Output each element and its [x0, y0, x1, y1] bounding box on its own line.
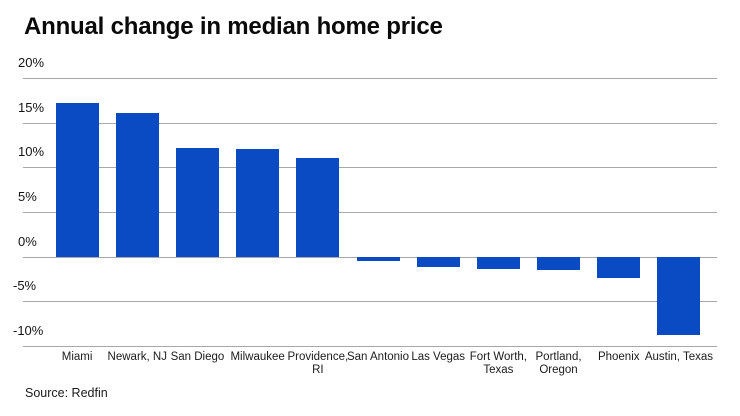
source-note: Source: Redfin	[25, 386, 108, 400]
plot-area	[23, 78, 717, 347]
x-tick-label-providence-ri: Providence, RI	[287, 351, 349, 377]
bar-miami	[55, 103, 99, 257]
x-tick-label-phoenix: Phoenix	[597, 351, 640, 363]
gridline-5	[23, 212, 717, 213]
chart-title: Annual change in median home price	[24, 13, 443, 40]
bar-phoenix	[597, 256, 641, 279]
y-tick-label-15: 15%	[18, 99, 45, 115]
bar-austin-texas	[657, 256, 701, 336]
bar-las-vegas	[416, 256, 460, 268]
gridline--10	[23, 346, 717, 347]
gridline--5	[23, 301, 717, 303]
bar-newark-nj	[115, 112, 159, 257]
y-tick-label-0: 0%	[18, 233, 37, 249]
bar-fort-worth-texas	[476, 256, 520, 270]
x-tick-label-portland-oregon: Portland, Oregon	[535, 351, 582, 377]
bar-san-antonio	[356, 256, 400, 262]
y-tick-label-5: 5%	[18, 189, 37, 204]
y-tick-label-20: 20%	[18, 55, 45, 70]
gridline-20	[23, 78, 717, 79]
x-tick-label-newark-nj: Newark, NJ	[107, 351, 167, 363]
x-tick-label-las-vegas: Las Vegas	[411, 351, 466, 363]
y-tick-label-10: 10%	[18, 144, 45, 160]
bar-portland-oregon	[537, 256, 581, 271]
x-tick-label-miami: Miami	[61, 351, 93, 363]
x-tick-label-san-diego: San Diego	[170, 351, 225, 363]
gridline-10	[23, 167, 717, 169]
x-tick-label-milwaukee: Milwaukee	[230, 351, 285, 363]
bar-san-diego	[175, 147, 219, 257]
x-tick-label-fort-worth-texas: Fort Worth, Texas	[469, 351, 528, 377]
y-tick-label--10: -10%	[13, 323, 44, 338]
x-tick-label-san-antonio: San Antonio	[346, 351, 410, 363]
x-tick-label-austin-texas: Austin, Texas	[644, 351, 713, 363]
y-tick-label--5: -5%	[13, 278, 37, 294]
bar-providence-ri	[296, 158, 340, 257]
bar-milwaukee	[236, 148, 280, 257]
gridline-15	[23, 122, 717, 124]
